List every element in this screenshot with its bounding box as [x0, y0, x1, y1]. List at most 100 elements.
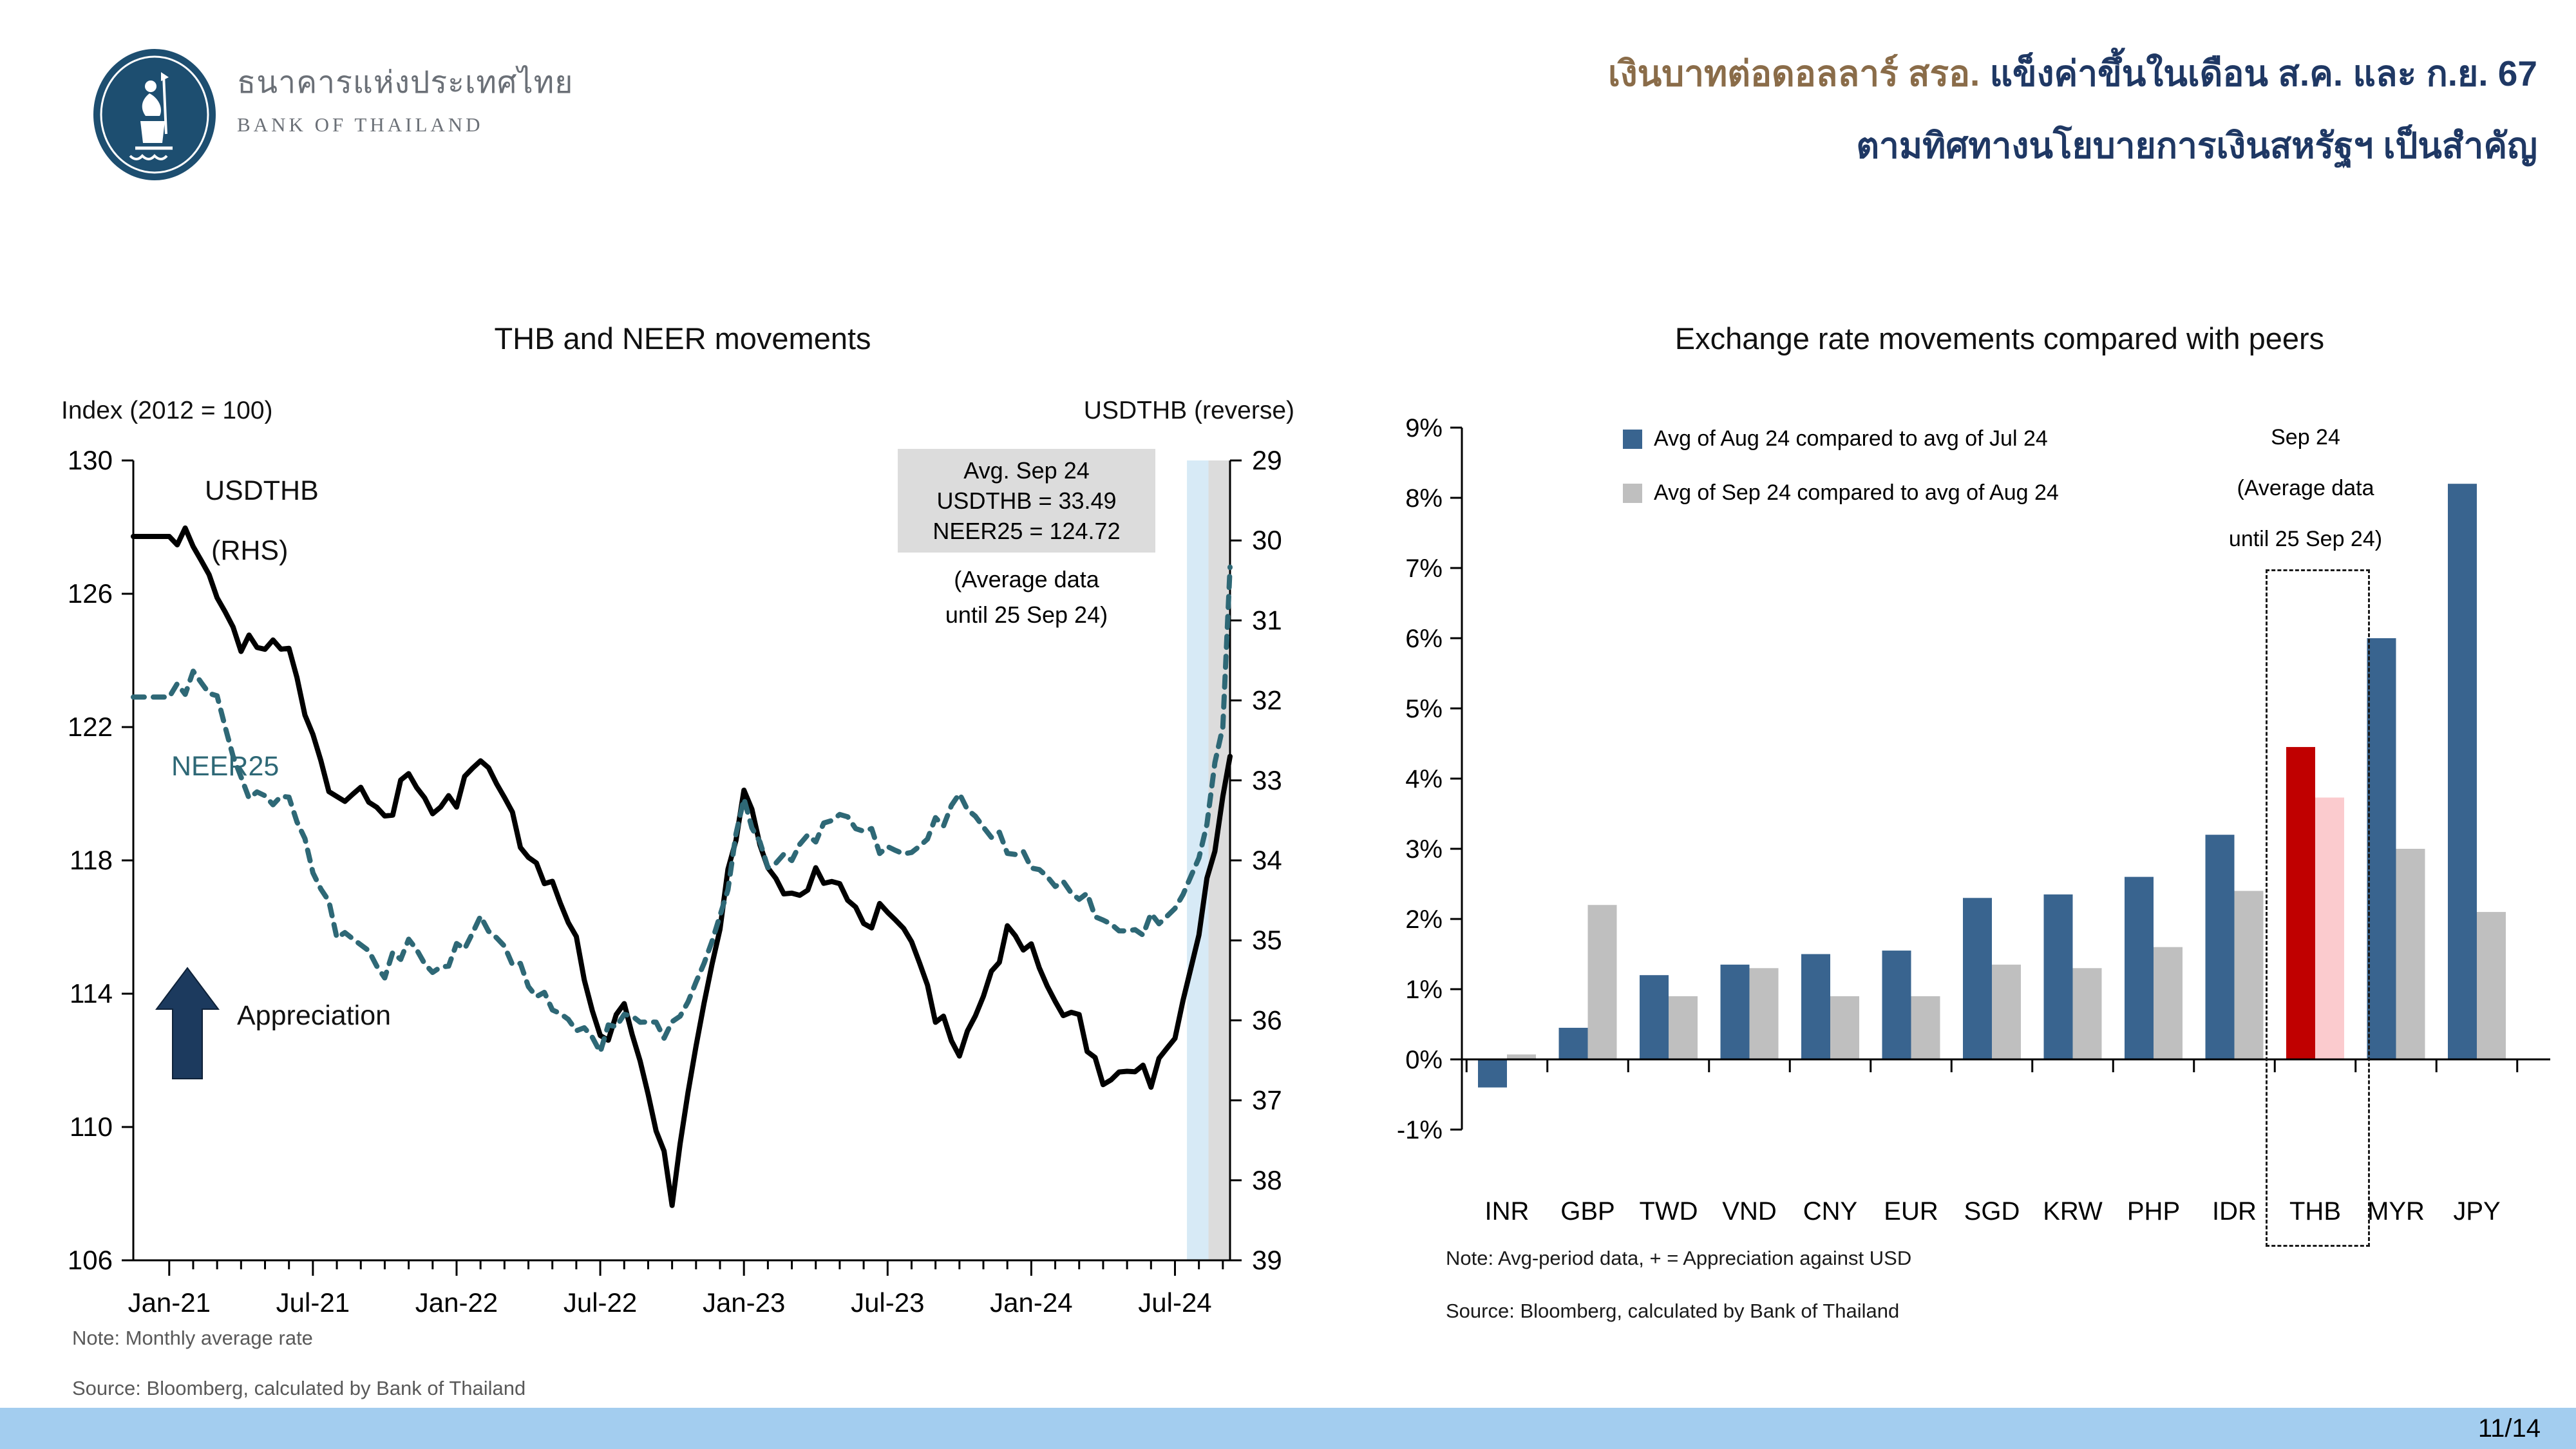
right-tick-label: 35 — [1252, 925, 1282, 955]
bar-aug-gbp — [1558, 1027, 1588, 1059]
y-tick-label: 1% — [1405, 976, 1443, 1004]
category-label: INR — [1485, 1197, 1530, 1226]
avg-sep-subnote-line2: until 25 Sep 24) — [945, 601, 1108, 628]
right-chart-note: Note: Avg-period data, + = Appreciation … — [1446, 1247, 1912, 1269]
category-label: PHP — [2127, 1197, 2180, 1226]
sep24-annotation-line1: Sep 24 — [2271, 425, 2340, 450]
avg-sep-box-line2: USDTHB = 33.49 — [936, 488, 1117, 514]
y-tick-label: 6% — [1405, 625, 1443, 653]
y-tick-label: 3% — [1405, 835, 1443, 864]
bar-aug-cny — [1801, 954, 1830, 1059]
bar-aug-idr — [2205, 835, 2235, 1059]
bar-sep-eur — [1911, 996, 1940, 1059]
slide-title-line1: เงินบาทต่อดอลลาร์ สรอ. แข็งค่าขึ้นในเดือ… — [1030, 37, 2537, 109]
left-chart-source: Source: Bloomberg, calculated by Bank of… — [72, 1377, 526, 1399]
bar-sep-myr — [2396, 849, 2425, 1059]
bar-aug-thb — [2286, 746, 2315, 1059]
right-tick-label: 33 — [1252, 765, 1282, 795]
left-tick-label: 126 — [68, 578, 113, 609]
avg-sep-box: Avg. Sep 24 USDTHB = 33.49 NEER25 = 124.… — [898, 449, 1155, 553]
y-tick-label: 9% — [1405, 414, 1443, 442]
category-label: TWD — [1639, 1197, 1698, 1226]
bar-sep-jpy — [2477, 912, 2506, 1059]
category-label: IDR — [2212, 1197, 2257, 1226]
left-chart-note: Note: Monthly average rate — [72, 1327, 313, 1349]
bar-sep-vnd — [1749, 968, 1779, 1059]
left-tick-label: 114 — [70, 978, 113, 1009]
y-tick-label: 8% — [1405, 484, 1443, 513]
bot-logo — [90, 46, 219, 183]
bar-aug-krw — [2043, 894, 2073, 1059]
right-tick-label: 34 — [1252, 845, 1282, 875]
y-tick-label: -1% — [1397, 1116, 1443, 1144]
bar-sep-twd — [1669, 996, 1698, 1059]
legend-swatch-sep-icon — [1623, 483, 1642, 503]
slide-title-line1-navy: แข็งค่าขึ้นในเดือน ส.ค. และ ก.ย. 67 — [1980, 53, 2537, 93]
x-tick-label: Jan-23 — [703, 1287, 785, 1318]
left-tick-label: 130 — [68, 445, 113, 475]
y-tick-label: 0% — [1405, 1046, 1443, 1074]
y-tick-label: 2% — [1405, 905, 1443, 934]
right-axis-unit-label: USDTHB (reverse) — [1083, 397, 1294, 424]
bar-sep-sgd — [1992, 964, 2021, 1059]
bot-logo-text: ธนาคารแห่งประเทศไทย BANK OF THAILAND — [237, 58, 573, 137]
bar-aug-sgd — [1963, 898, 1992, 1059]
left-tick-label: 106 — [68, 1245, 113, 1275]
x-tick-label: Jul-22 — [564, 1287, 637, 1318]
slide-title: เงินบาทต่อดอลลาร์ สรอ. แข็งค่าขึ้นในเดือ… — [1030, 37, 2537, 182]
y-tick-label: 5% — [1405, 695, 1443, 723]
category-label: JPY — [2453, 1197, 2500, 1226]
category-label: SGD — [1964, 1197, 2020, 1226]
right-tick-label: 37 — [1252, 1085, 1282, 1115]
left-tick-label: 110 — [70, 1112, 113, 1142]
sep24-annotation-line2: (Average data — [2237, 476, 2374, 500]
left-tick-label: 122 — [68, 712, 113, 742]
sep24-annotation-line3: until 25 Sep 24) — [2228, 527, 2383, 551]
right-chart-source: Source: Bloomberg, calculated by Bank of… — [1446, 1300, 1900, 1322]
legend-swatch-aug-icon — [1623, 429, 1642, 449]
logo-english-name: BANK OF THAILAND — [237, 113, 484, 136]
avg-sep-subnote: (Average data until 25 Sep 24) — [898, 562, 1155, 632]
category-label: CNY — [1803, 1197, 1857, 1226]
neer-label: NEER25 — [171, 751, 279, 782]
bar-aug-jpy — [2448, 484, 2477, 1059]
left-axis-unit-label: Index (2012 = 100) — [61, 397, 273, 424]
right-tick-label: 29 — [1252, 445, 1282, 475]
usdthb-line — [131, 525, 1233, 1208]
bar-aug-eur — [1882, 951, 1911, 1059]
x-tick-label: Jan-24 — [990, 1287, 1072, 1318]
category-label: KRW — [2043, 1197, 2103, 1226]
y-tick-label: 7% — [1405, 554, 1443, 583]
bar-sep-inr — [1507, 1054, 1536, 1059]
thb-neer-chart-svg: 130 126 122 118 114 110 106 29 30 31 32 33 34 35 36 37 3… — [68, 445, 1282, 1318]
thb-neer-chart: 130 126 122 118 114 110 106 29 30 31 32 33 34 35 36 37 3… — [68, 445, 1282, 1318]
x-tick-label: Jan-22 — [415, 1287, 498, 1318]
x-tick-label: Jan-21 — [128, 1287, 211, 1318]
appreciation-arrow-icon — [155, 967, 220, 1079]
right-tick-label: 39 — [1252, 1245, 1282, 1275]
legend-label-sep: Avg of Sep 24 compared to avg of Aug 24 — [1654, 480, 2059, 505]
bar-sep-krw — [2072, 968, 2102, 1059]
right-chart-title: Exchange rate movements compared with pe… — [1674, 321, 2325, 355]
right-tick-label: 36 — [1252, 1005, 1282, 1035]
x-tick-label: Jul-24 — [1138, 1287, 1211, 1318]
left-tick-label: 118 — [70, 845, 113, 875]
thb-highlight-box — [2266, 569, 2370, 1247]
footer-bar: 11/14 — [0, 1408, 2576, 1449]
legend-item-sep: Avg of Sep 24 compared to avg of Aug 24 — [1623, 480, 2059, 506]
category-label: VND — [1722, 1197, 1776, 1226]
appreciation-label: Appreciation — [237, 1000, 392, 1031]
right-tick-label: 38 — [1252, 1165, 1282, 1195]
slide-title-line1-brown: เงินบาทต่อดอลลาร์ สรอ. — [1607, 53, 1980, 93]
x-tick-label: Jul-23 — [851, 1287, 924, 1318]
left-chart-title: THB and NEER movements — [494, 321, 871, 355]
avg-sep-box-line3: NEER25 = 124.72 — [933, 518, 1121, 544]
usdthb-rhs-label: (RHS) — [211, 535, 289, 566]
right-tick-label: 30 — [1252, 525, 1282, 555]
category-label: EUR — [1884, 1197, 1938, 1226]
page-number: 11/14 — [2477, 1414, 2541, 1443]
sep24-annotation: Sep 24 (Average data until 25 Sep 24) — [2161, 412, 2450, 565]
category-label: GBP — [1560, 1197, 1615, 1226]
right-tick-label: 31 — [1252, 605, 1282, 635]
bar-aug-inr — [1478, 1059, 1507, 1088]
